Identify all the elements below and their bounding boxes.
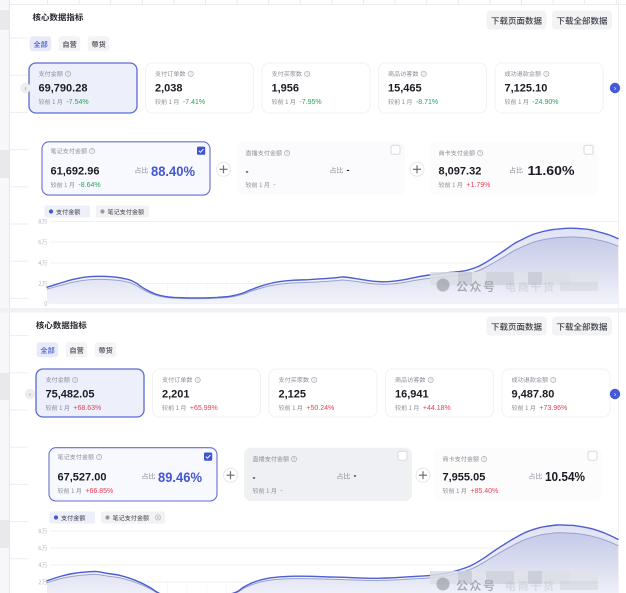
svg-text:1,956: 1,956 bbox=[272, 82, 300, 94]
svg-text:75,482.05: 75,482.05 bbox=[46, 388, 95, 400]
svg-text:88.40%: 88.40% bbox=[151, 163, 196, 179]
svg-text:2,125: 2,125 bbox=[279, 388, 307, 400]
svg-text:‹: ‹ bbox=[29, 391, 32, 398]
svg-text:+1.79%: +1.79% bbox=[466, 182, 490, 189]
svg-text:-24.90%: -24.90% bbox=[532, 99, 558, 106]
svg-text:+85.40%: +85.40% bbox=[470, 488, 498, 495]
svg-text:7,125.10: 7,125.10 bbox=[505, 82, 548, 94]
svg-text:-8.64%: -8.64% bbox=[78, 182, 100, 189]
svg-text:?: ? bbox=[286, 151, 289, 156]
svg-text:?: ? bbox=[306, 71, 309, 76]
svg-text:?: ? bbox=[196, 377, 199, 382]
svg-text:67,527.00: 67,527.00 bbox=[58, 472, 107, 484]
svg-text:?: ? bbox=[479, 151, 482, 156]
svg-text:?: ? bbox=[552, 377, 555, 382]
svg-text:?: ? bbox=[189, 71, 192, 76]
svg-text:-: - bbox=[347, 165, 350, 175]
svg-text:›: › bbox=[614, 85, 617, 92]
svg-text:61,692.96: 61,692.96 bbox=[51, 166, 100, 178]
svg-text:-: - bbox=[354, 471, 357, 481]
svg-text:-7.95%: -7.95% bbox=[299, 99, 321, 106]
svg-text:?: ? bbox=[545, 71, 548, 76]
svg-text:?: ? bbox=[74, 377, 77, 382]
svg-text:-: - bbox=[280, 488, 283, 495]
svg-text:+65.99%: +65.99% bbox=[190, 405, 218, 412]
svg-text:15,465: 15,465 bbox=[388, 82, 422, 94]
svg-text:10.54%: 10.54% bbox=[545, 470, 585, 484]
svg-text:-: - bbox=[246, 167, 249, 177]
svg-text:+73.96%: +73.96% bbox=[539, 405, 567, 412]
svg-text:7,955.05: 7,955.05 bbox=[443, 472, 486, 484]
svg-text:2,201: 2,201 bbox=[162, 388, 190, 400]
svg-text:8,097.32: 8,097.32 bbox=[439, 166, 482, 178]
svg-text:+68.63%: +68.63% bbox=[73, 405, 101, 412]
svg-text:+44.18%: +44.18% bbox=[423, 405, 451, 412]
svg-text:›: › bbox=[614, 391, 617, 398]
svg-text:89.46%: 89.46% bbox=[158, 469, 203, 485]
svg-text:‹: ‹ bbox=[24, 85, 27, 92]
svg-text:-7.54%: -7.54% bbox=[66, 99, 88, 106]
svg-text:-: - bbox=[273, 182, 276, 189]
svg-text:?: ? bbox=[91, 149, 94, 154]
svg-text:+50.24%: +50.24% bbox=[306, 405, 334, 412]
svg-text:?: ? bbox=[313, 377, 316, 382]
svg-text:?: ? bbox=[98, 455, 101, 460]
svg-text:69,790.28: 69,790.28 bbox=[39, 82, 88, 94]
svg-text:-8.71%: -8.71% bbox=[416, 99, 438, 106]
svg-text:?: ? bbox=[483, 457, 486, 462]
svg-text:+66.85%: +66.85% bbox=[85, 488, 113, 495]
svg-text:-: - bbox=[253, 473, 256, 483]
svg-text:11.60%: 11.60% bbox=[528, 164, 575, 178]
svg-text:?: ? bbox=[67, 71, 70, 76]
svg-text:-7.41%: -7.41% bbox=[183, 99, 205, 106]
svg-text:?: ? bbox=[429, 377, 432, 382]
svg-text:9,487.80: 9,487.80 bbox=[512, 388, 555, 400]
svg-text:2,038: 2,038 bbox=[155, 82, 183, 94]
svg-text:?: ? bbox=[293, 457, 296, 462]
svg-text:16,941: 16,941 bbox=[395, 388, 429, 400]
svg-text:?: ? bbox=[422, 71, 425, 76]
